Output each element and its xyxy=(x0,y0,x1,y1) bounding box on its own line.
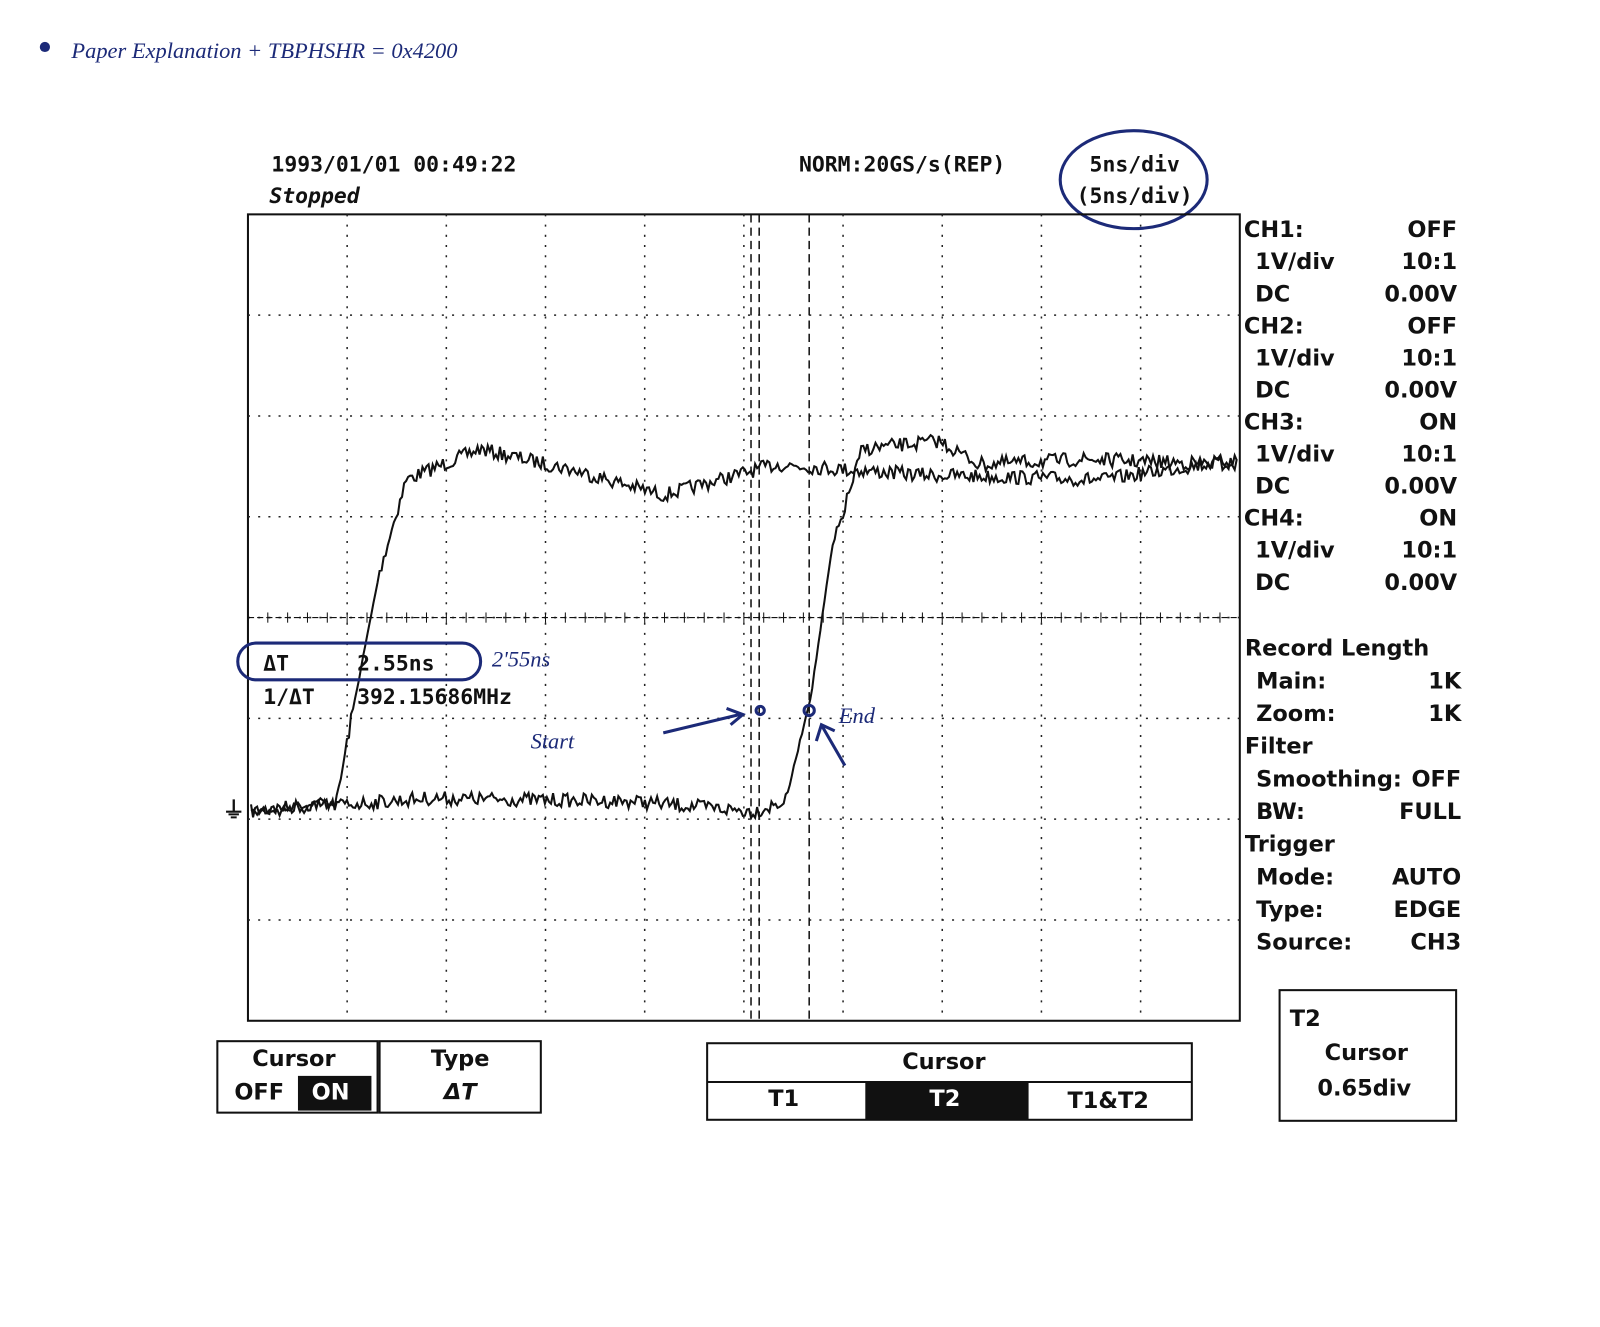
channel-name: CH1: xyxy=(1244,217,1304,243)
channel-state: OFF xyxy=(1407,217,1457,243)
channel-state: ON xyxy=(1419,410,1457,436)
channel-probe: 10:1 xyxy=(1401,538,1457,564)
menu-label: Cursor xyxy=(252,1046,335,1072)
setting-name: Mode: xyxy=(1256,864,1334,890)
menu-label: Cursor xyxy=(1325,1040,1408,1066)
selected-highlight xyxy=(865,1082,1029,1120)
setting-name: Smoothing: xyxy=(1256,766,1402,792)
channel-name: CH4: xyxy=(1244,506,1304,532)
channel-scale: 1V/div xyxy=(1255,345,1335,371)
status: Stopped xyxy=(269,184,360,209)
channel-coupling: DC xyxy=(1255,474,1290,500)
handwritten-end: End xyxy=(838,703,876,728)
channel-offset: 0.00V xyxy=(1384,377,1457,403)
selected-highlight xyxy=(297,1075,372,1111)
type-menu[interactable]: Type ΔT xyxy=(378,1040,542,1114)
setting-name: Main: xyxy=(1256,668,1326,694)
channel-scale: 1V/div xyxy=(1255,442,1335,468)
menu-value: ΔT xyxy=(442,1080,478,1106)
settings-title: Record Length xyxy=(1245,636,1429,662)
menu-value: 0.65div xyxy=(1317,1076,1411,1102)
ink-circle xyxy=(1058,129,1209,231)
cursor-select[interactable]: Cursor T1 T2 T1&T2 xyxy=(706,1042,1193,1121)
inverse-value: 392.15686MHz xyxy=(357,685,512,710)
menu-option[interactable]: T1 xyxy=(768,1086,799,1112)
settings-title: Filter xyxy=(1245,734,1313,760)
scope-screen xyxy=(246,213,1241,1022)
channel-probe: 10:1 xyxy=(1401,345,1457,371)
channel-scale: 1V/div xyxy=(1255,249,1335,275)
setting-name: Zoom: xyxy=(1256,701,1335,727)
t2-cursor[interactable]: T2 Cursor 0.65div xyxy=(1278,989,1458,1122)
channel-coupling: DC xyxy=(1255,570,1290,596)
setting-value: AUTO xyxy=(1392,864,1461,890)
channel-offset: 0.00V xyxy=(1384,570,1457,596)
channel-offset: 0.00V xyxy=(1384,281,1457,307)
setting-name: Source: xyxy=(1256,930,1352,956)
menu-label: Cursor xyxy=(902,1049,985,1075)
timebase: 5ns/div xyxy=(1090,152,1180,177)
zoom-timebase: (5ns/div) xyxy=(1077,184,1193,209)
channel-name: CH2: xyxy=(1244,313,1304,339)
channel-coupling: DC xyxy=(1255,281,1290,307)
start-arrow xyxy=(662,706,746,735)
setting-value: CH3 xyxy=(1410,930,1461,956)
sample-rate: NORM:20GS/s(REP) xyxy=(799,152,1005,177)
start-point xyxy=(754,704,766,717)
setting-value: 1K xyxy=(1428,668,1463,694)
menu-label: Type xyxy=(431,1046,490,1072)
timestamp: 1993/01/01 00:49:22 xyxy=(271,152,516,177)
channel-probe: 10:1 xyxy=(1401,442,1457,468)
end-arrow xyxy=(814,722,847,767)
menu-option[interactable]: T2 xyxy=(929,1086,960,1112)
end-point xyxy=(802,703,816,718)
menu-option[interactable]: T1&T2 xyxy=(1067,1088,1148,1114)
menu-option[interactable]: ON xyxy=(312,1080,350,1106)
channel-coupling: DC xyxy=(1255,377,1290,403)
bullet xyxy=(39,41,50,53)
setting-value: 1K xyxy=(1428,701,1463,727)
menu-box xyxy=(1278,989,1458,1122)
setting-name: Type: xyxy=(1256,897,1324,923)
setting-value: OFF xyxy=(1411,766,1461,792)
channel-offset: 0.00V xyxy=(1384,474,1457,500)
setting-value: EDGE xyxy=(1394,897,1462,923)
settings-title: Trigger xyxy=(1245,832,1335,858)
channel-name: CH3: xyxy=(1244,410,1304,436)
handwritten-title: Paper Explanation + TBPHSHR = 0x4200 xyxy=(70,38,457,63)
cursor-toggle[interactable]: Cursor OFF ON xyxy=(216,1040,379,1114)
delta-t-label: ΔT xyxy=(263,652,289,677)
menu-option[interactable]: OFF xyxy=(234,1080,284,1106)
menu-title: T2 xyxy=(1290,1006,1321,1032)
ch3-trace xyxy=(250,441,1238,818)
delta-t-value: 2.55ns xyxy=(357,652,434,677)
setting-value: FULL xyxy=(1399,799,1461,825)
inverse-label: 1/ΔT xyxy=(263,685,315,710)
handwritten-delta: 2'55ns xyxy=(492,647,551,672)
handwritten-start: Start xyxy=(531,728,575,753)
channel-state: ON xyxy=(1419,506,1457,532)
channel-scale: 1V/div xyxy=(1255,538,1335,564)
ch4-trace xyxy=(250,433,1238,821)
channel-state: OFF xyxy=(1407,313,1457,339)
ink-oval xyxy=(236,641,483,682)
setting-name: BW: xyxy=(1256,799,1305,825)
settings-panel: CH1: OFF 1V/div 10:1 DC 0.00V CH2: OFF 1V/div 10:… xyxy=(1244,217,1463,956)
ground-marker: ⏚ xyxy=(222,798,244,824)
channel-probe: 10:1 xyxy=(1401,249,1457,275)
menu-box xyxy=(378,1040,542,1114)
